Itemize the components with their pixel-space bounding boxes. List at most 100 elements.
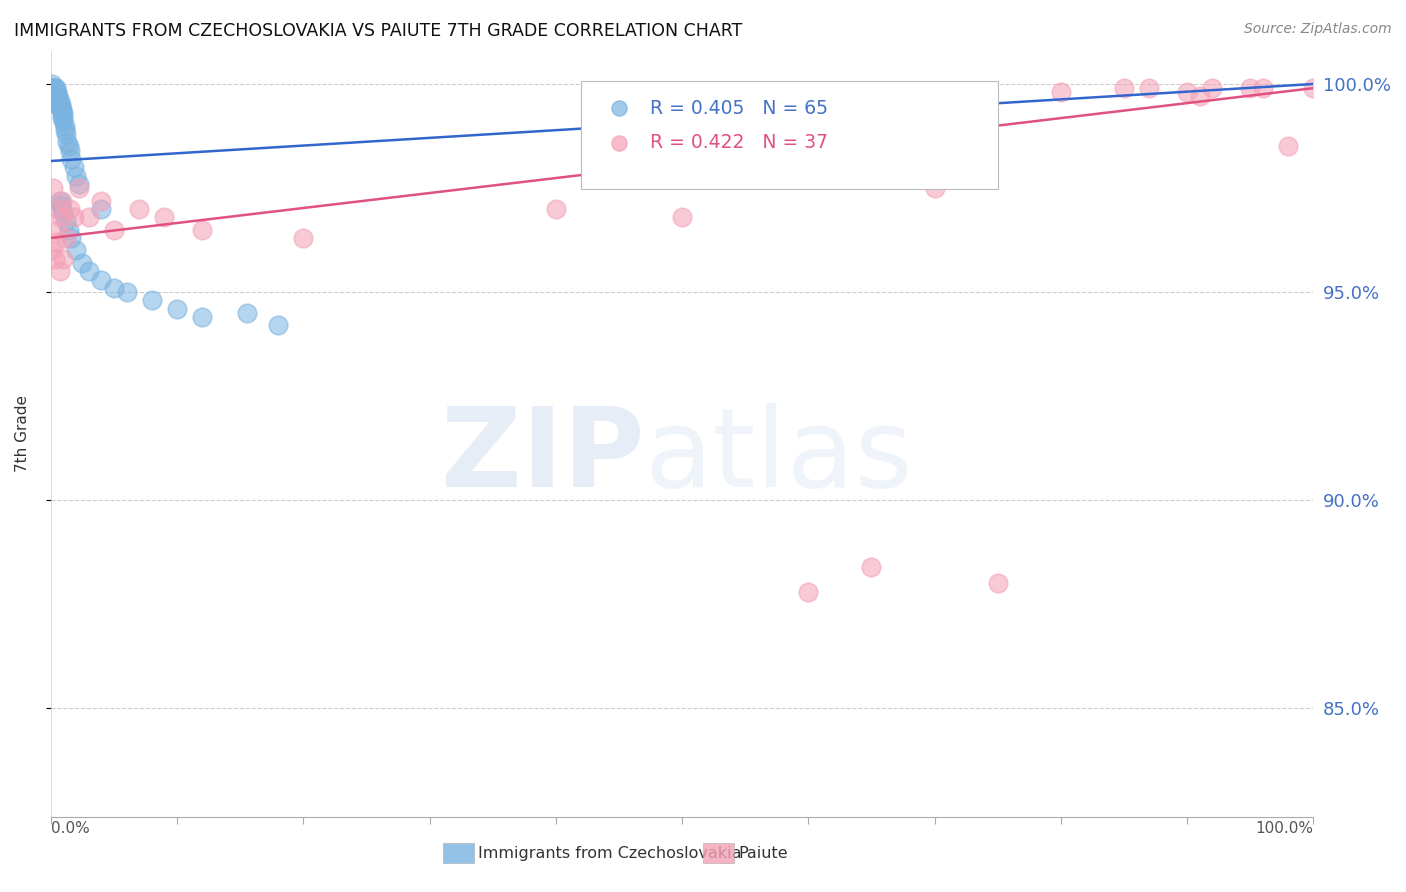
Point — [41, 81, 63, 95]
Point — [1201, 81, 1223, 95]
Point — [67, 181, 90, 195]
Point — [58, 222, 80, 236]
Point — [42, 85, 65, 99]
Point — [48, 264, 70, 278]
Point — [59, 202, 82, 216]
Point — [46, 89, 69, 103]
Point — [41, 77, 63, 91]
Point — [987, 576, 1010, 591]
Text: R = 0.422   N = 37: R = 0.422 N = 37 — [651, 133, 828, 152]
Text: 100.0%: 100.0% — [1256, 821, 1313, 836]
Point — [53, 119, 76, 133]
Point — [62, 210, 84, 224]
Point — [45, 235, 67, 249]
Point — [797, 584, 820, 599]
Point — [51, 110, 73, 124]
Point — [41, 85, 63, 99]
Point — [60, 231, 83, 245]
Point — [166, 301, 188, 316]
Point — [44, 252, 66, 266]
Point — [44, 89, 66, 103]
Point — [41, 244, 63, 258]
Point — [45, 94, 67, 108]
Point — [90, 202, 112, 216]
Text: R = 0.405   N = 65: R = 0.405 N = 65 — [651, 99, 828, 118]
Text: Immigrants from Czechoslovakia: Immigrants from Czechoslovakia — [478, 846, 742, 861]
Point — [52, 110, 75, 124]
Point — [77, 264, 100, 278]
Point — [1277, 139, 1299, 153]
Point — [48, 94, 70, 108]
Point — [46, 94, 69, 108]
Point — [51, 202, 73, 216]
Point — [48, 97, 70, 112]
Text: 0.0%: 0.0% — [51, 821, 90, 836]
Point — [1049, 85, 1071, 99]
Point — [65, 169, 87, 183]
Point — [49, 102, 72, 116]
Point — [51, 194, 73, 208]
Point — [51, 106, 73, 120]
Point — [1137, 81, 1160, 95]
Point — [128, 202, 150, 216]
Y-axis label: 7th Grade: 7th Grade — [15, 395, 30, 472]
Point — [44, 81, 66, 95]
Point — [49, 210, 72, 224]
Point — [46, 85, 69, 99]
Point — [1239, 81, 1261, 95]
Point — [48, 194, 70, 208]
Point — [49, 97, 72, 112]
Point — [59, 144, 82, 158]
Point — [42, 181, 65, 195]
Point — [44, 85, 66, 99]
Point — [860, 559, 883, 574]
Point — [103, 222, 125, 236]
Point — [1112, 81, 1135, 95]
FancyBboxPatch shape — [581, 81, 998, 188]
Point — [48, 89, 70, 103]
Point — [65, 244, 87, 258]
Point — [41, 81, 63, 95]
Point — [1251, 81, 1274, 95]
Point — [55, 214, 77, 228]
Point — [267, 318, 290, 333]
Point — [235, 306, 257, 320]
Point — [141, 293, 163, 308]
Point — [72, 256, 94, 270]
Text: IMMIGRANTS FROM CZECHOSLOVAKIA VS PAIUTE 7TH GRADE CORRELATION CHART: IMMIGRANTS FROM CZECHOSLOVAKIA VS PAIUTE… — [14, 22, 742, 40]
Text: atlas: atlas — [644, 403, 912, 510]
Point — [42, 81, 65, 95]
Point — [62, 160, 84, 174]
Point — [56, 135, 79, 149]
Point — [544, 202, 567, 216]
Text: Paiute: Paiute — [738, 846, 787, 861]
Point — [103, 281, 125, 295]
Point — [48, 97, 70, 112]
Point — [90, 272, 112, 286]
Point — [48, 94, 70, 108]
Point — [1175, 85, 1198, 99]
Point — [55, 127, 77, 141]
Point — [58, 139, 80, 153]
Point — [45, 81, 67, 95]
Point — [44, 94, 66, 108]
Point — [191, 310, 214, 324]
Point — [46, 89, 69, 103]
Point — [60, 152, 83, 166]
Point — [42, 85, 65, 99]
Point — [77, 210, 100, 224]
Point — [1188, 89, 1211, 103]
Point — [42, 89, 65, 103]
Point — [52, 114, 75, 128]
Point — [44, 89, 66, 103]
Point — [191, 222, 214, 236]
Point — [46, 222, 69, 236]
Point — [90, 194, 112, 208]
Point — [45, 85, 67, 99]
Point — [46, 97, 69, 112]
Point — [52, 106, 75, 120]
Point — [49, 197, 72, 211]
Point — [292, 231, 315, 245]
Point — [55, 231, 77, 245]
Point — [1302, 81, 1324, 95]
